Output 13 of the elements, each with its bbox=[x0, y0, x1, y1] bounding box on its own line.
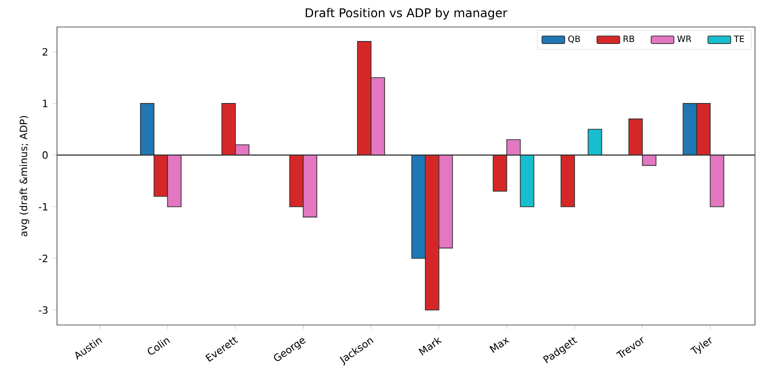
chart-title: Draft Position vs ADP by manager bbox=[306, 8, 508, 20]
legend-label: QB bbox=[568, 36, 580, 44]
legend-label: WR bbox=[677, 36, 692, 42]
y-tick-label: -3 bbox=[38, 306, 48, 314]
y-tick-label: -1 bbox=[38, 203, 48, 210]
y-tick-label: 2 bbox=[42, 48, 48, 56]
y-axis-title: avg (draft &minus; ADP) bbox=[20, 116, 30, 236]
y-tick-label: -2 bbox=[38, 254, 48, 262]
legend-label: TE bbox=[734, 36, 744, 42]
legend-label: RB bbox=[624, 36, 634, 42]
x-tick-label: Max bbox=[489, 337, 510, 353]
y-tick-label: 1 bbox=[43, 100, 48, 108]
y-tick-label: 0 bbox=[42, 151, 48, 159]
